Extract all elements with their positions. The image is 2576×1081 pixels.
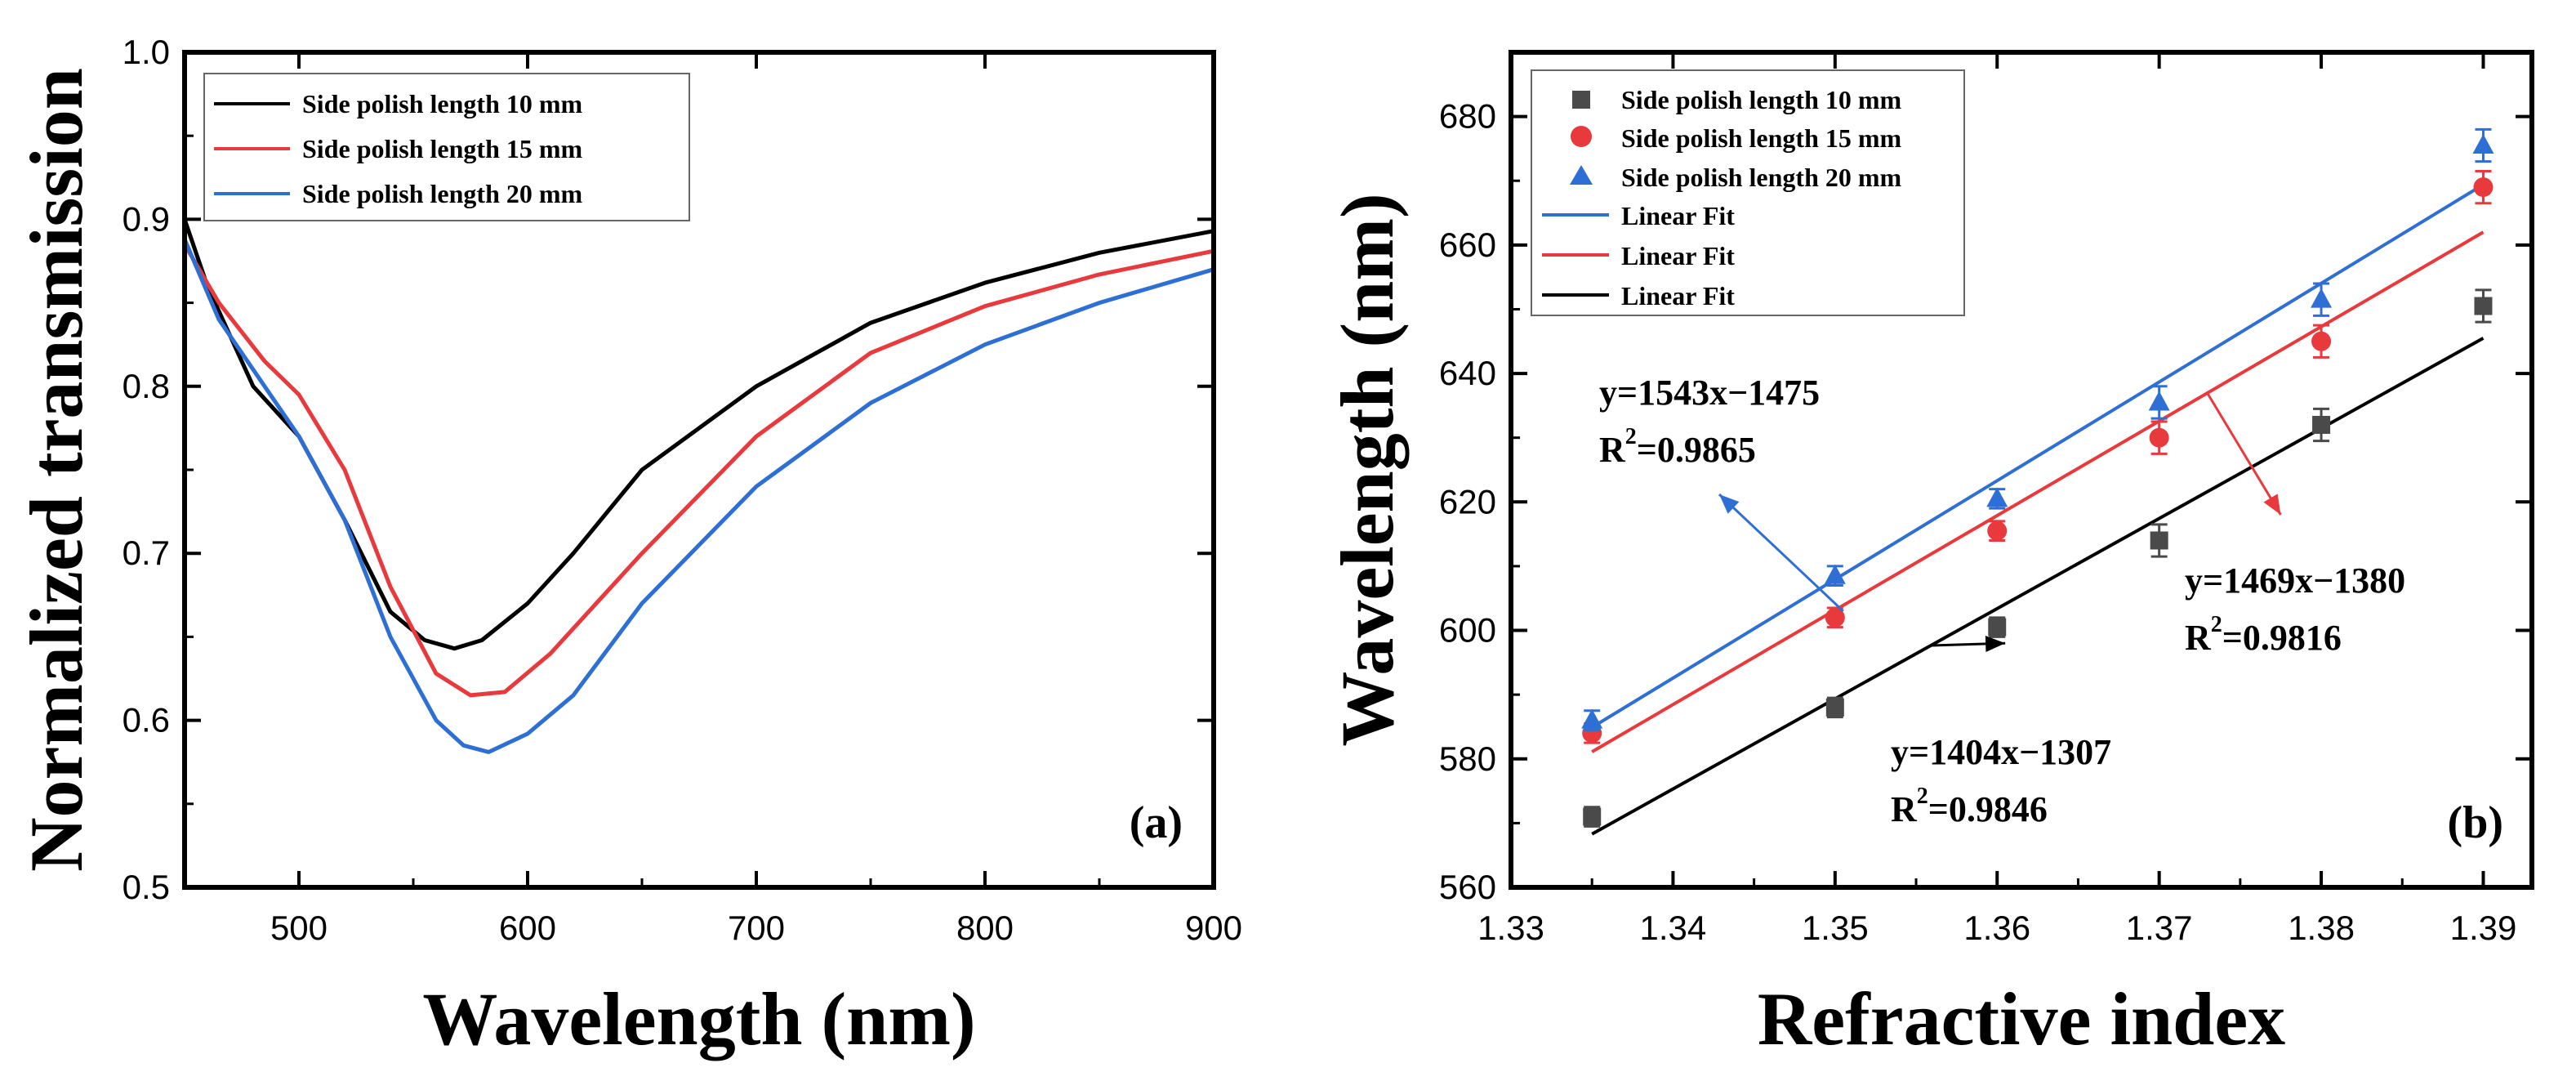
data-point-10mm [1825, 698, 1844, 717]
panel-b-fit-lines [1591, 183, 2485, 836]
legend-label-15mm: Side polish length 15 mm [302, 134, 583, 163]
panel-a-y-axis-title: Normalized transmission [15, 68, 98, 872]
panel-b-ticks: 1.33 1.34 1.35 1.36 1.37 1.38 1.39 560 580 600 620… [1439, 52, 2532, 947]
panel-b-y-tick-label: 580 [1439, 739, 1496, 778]
annotation-black-fit: y=1404x−1307 R2=0.9846 [1891, 732, 2111, 829]
panel-a-label: (a) [1130, 797, 1183, 848]
data-point-15mm [2149, 427, 2169, 448]
panel-a-y-tick-label: 0.8 [123, 367, 170, 405]
data-point-20mm [2311, 288, 2333, 308]
panel-a-transmission-chart: 500 600 700 800 900 0.5 0.6 0.7 0.8 0.9 1.0 Side p… [15, 33, 1242, 1061]
panel-b-x-tick-label: 1.38 [2288, 909, 2355, 947]
annotation-red-r2: R2=0.9816 [2185, 612, 2342, 658]
panel-b-legend: Side polish length 10 mm Side polish len… [1531, 69, 1965, 316]
panel-a-x-axis-title: Wavelength (nm) [422, 977, 975, 1061]
panel-b-x-tick-label: 1.35 [1802, 909, 1869, 947]
panel-b-x-tick-label: 1.39 [2450, 909, 2517, 947]
annotation-red-equation: y=1469x−1380 [2185, 561, 2405, 601]
arrow-blue-annotation [1718, 493, 1844, 613]
data-point-10mm [2312, 415, 2331, 434]
data-point-20mm [2148, 391, 2170, 411]
annotation-black-r2: R2=0.9846 [1891, 784, 2048, 829]
annotation-blue-r2: R2=0.9865 [1599, 424, 1756, 470]
panel-a-legend: Side polish length 10 mm Side polish len… [203, 73, 690, 221]
panel-b-x-tick-label: 1.37 [2126, 909, 2193, 947]
legend-label-fit-red: Linear Fit [1621, 241, 1735, 270]
data-point-15mm [1987, 520, 2008, 541]
panel-b-annotation-arrows [1718, 391, 2282, 652]
series-15mm-line [182, 243, 1214, 698]
panel-b-wavelength-vs-index-chart: 1.33 1.34 1.35 1.36 1.37 1.38 1.39 560 580 600 620… [1326, 50, 2534, 1061]
panel-a-x-tick-label: 500 [270, 909, 328, 947]
legend-label-fit-blue: Linear Fit [1621, 201, 1735, 230]
panel-b-data-points [1581, 127, 2494, 828]
legend-label-10mm: Side polish length 10 mm [1621, 85, 1902, 114]
legend-label-fit-black: Linear Fit [1621, 281, 1735, 310]
arrow-red-annotation-head [2263, 494, 2281, 516]
panel-a-x-tick-label: 600 [499, 909, 556, 947]
series-20mm-line [182, 238, 1214, 754]
panel-a-series-group [182, 218, 1214, 754]
data-point-15mm [1825, 607, 1845, 628]
panel-a-ticks: 500 600 700 800 900 0.5 0.6 0.7 0.8 0.9 1.0 [123, 33, 1242, 947]
annotation-blue-equation: y=1543x−1475 [1599, 373, 1820, 413]
data-point-15mm [2311, 331, 2332, 351]
panel-a-y-tick-label: 0.6 [123, 701, 170, 739]
legend-label-20mm: Side polish length 20 mm [1621, 163, 1902, 192]
panel-b-y-tick-label: 600 [1439, 611, 1496, 650]
panel-a-y-tick-label: 0.5 [123, 868, 170, 906]
panel-b-label: (b) [2448, 797, 2503, 848]
series-10mm-line [182, 218, 1214, 651]
arrow-black-annotation-head [1985, 635, 2006, 652]
annotation-black-equation: y=1404x−1307 [1891, 732, 2111, 772]
panel-b-y-tick-label: 620 [1439, 482, 1496, 520]
panel-b-y-tick-label: 560 [1439, 868, 1496, 906]
panel-b-y-tick-label: 660 [1439, 226, 1496, 264]
panel-b-x-tick-label: 1.36 [1963, 909, 2030, 947]
panel-b-y-axis-title: Wavelength (nm) [1326, 193, 1409, 746]
legend-marker-triangle-20mm [1570, 165, 1593, 185]
panel-b-x-axis-title: Refractive index [1758, 977, 2285, 1061]
fit-line-red [1591, 230, 2485, 753]
panel-a-y-tick-label: 1.0 [123, 33, 170, 71]
legend-marker-square-10mm [1572, 91, 1590, 109]
data-point-15mm [2473, 177, 2494, 198]
panel-b-legend-box [1531, 69, 1965, 316]
panel-a-x-tick-label: 700 [728, 909, 785, 947]
panel-b-x-tick-label: 1.33 [1477, 909, 1544, 947]
data-point-10mm [1583, 807, 1602, 826]
annotation-blue-fit: y=1543x−1475 R2=0.9865 [1599, 373, 1820, 470]
panel-b-y-tick-label: 640 [1439, 354, 1496, 392]
fit-line-blue [1591, 183, 2485, 729]
legend-label-10mm: Side polish length 10 mm [302, 89, 583, 118]
panel-b-plot-frame [1509, 50, 2534, 890]
panel-a-y-tick-label: 0.9 [123, 199, 170, 238]
legend-label-15mm: Side polish length 15 mm [1621, 123, 1902, 153]
panel-b-y-tick-label: 680 [1439, 97, 1496, 136]
arrow-blue-annotation-head [1719, 494, 1740, 514]
data-point-10mm [1988, 618, 2007, 637]
panel-a-x-tick-label: 800 [956, 909, 1014, 947]
arrow-red-annotation [2205, 391, 2282, 516]
panel-a-x-tick-label: 900 [1185, 909, 1242, 947]
legend-label-20mm: Side polish length 20 mm [302, 179, 583, 208]
legend-marker-circle-15mm [1571, 126, 1592, 147]
data-point-20mm [1986, 487, 2008, 507]
annotation-red-fit: y=1469x−1380 R2=0.9816 [2185, 561, 2405, 658]
data-point-20mm [1581, 708, 1603, 729]
data-point-20mm [1824, 564, 1846, 584]
data-point-20mm [2472, 133, 2494, 154]
data-point-10mm [2150, 531, 2168, 550]
panel-a-y-tick-label: 0.7 [123, 534, 170, 572]
data-point-10mm [2474, 297, 2493, 315]
fit-line-black [1591, 337, 2485, 836]
panel-b-x-tick-label: 1.34 [1640, 909, 1707, 947]
